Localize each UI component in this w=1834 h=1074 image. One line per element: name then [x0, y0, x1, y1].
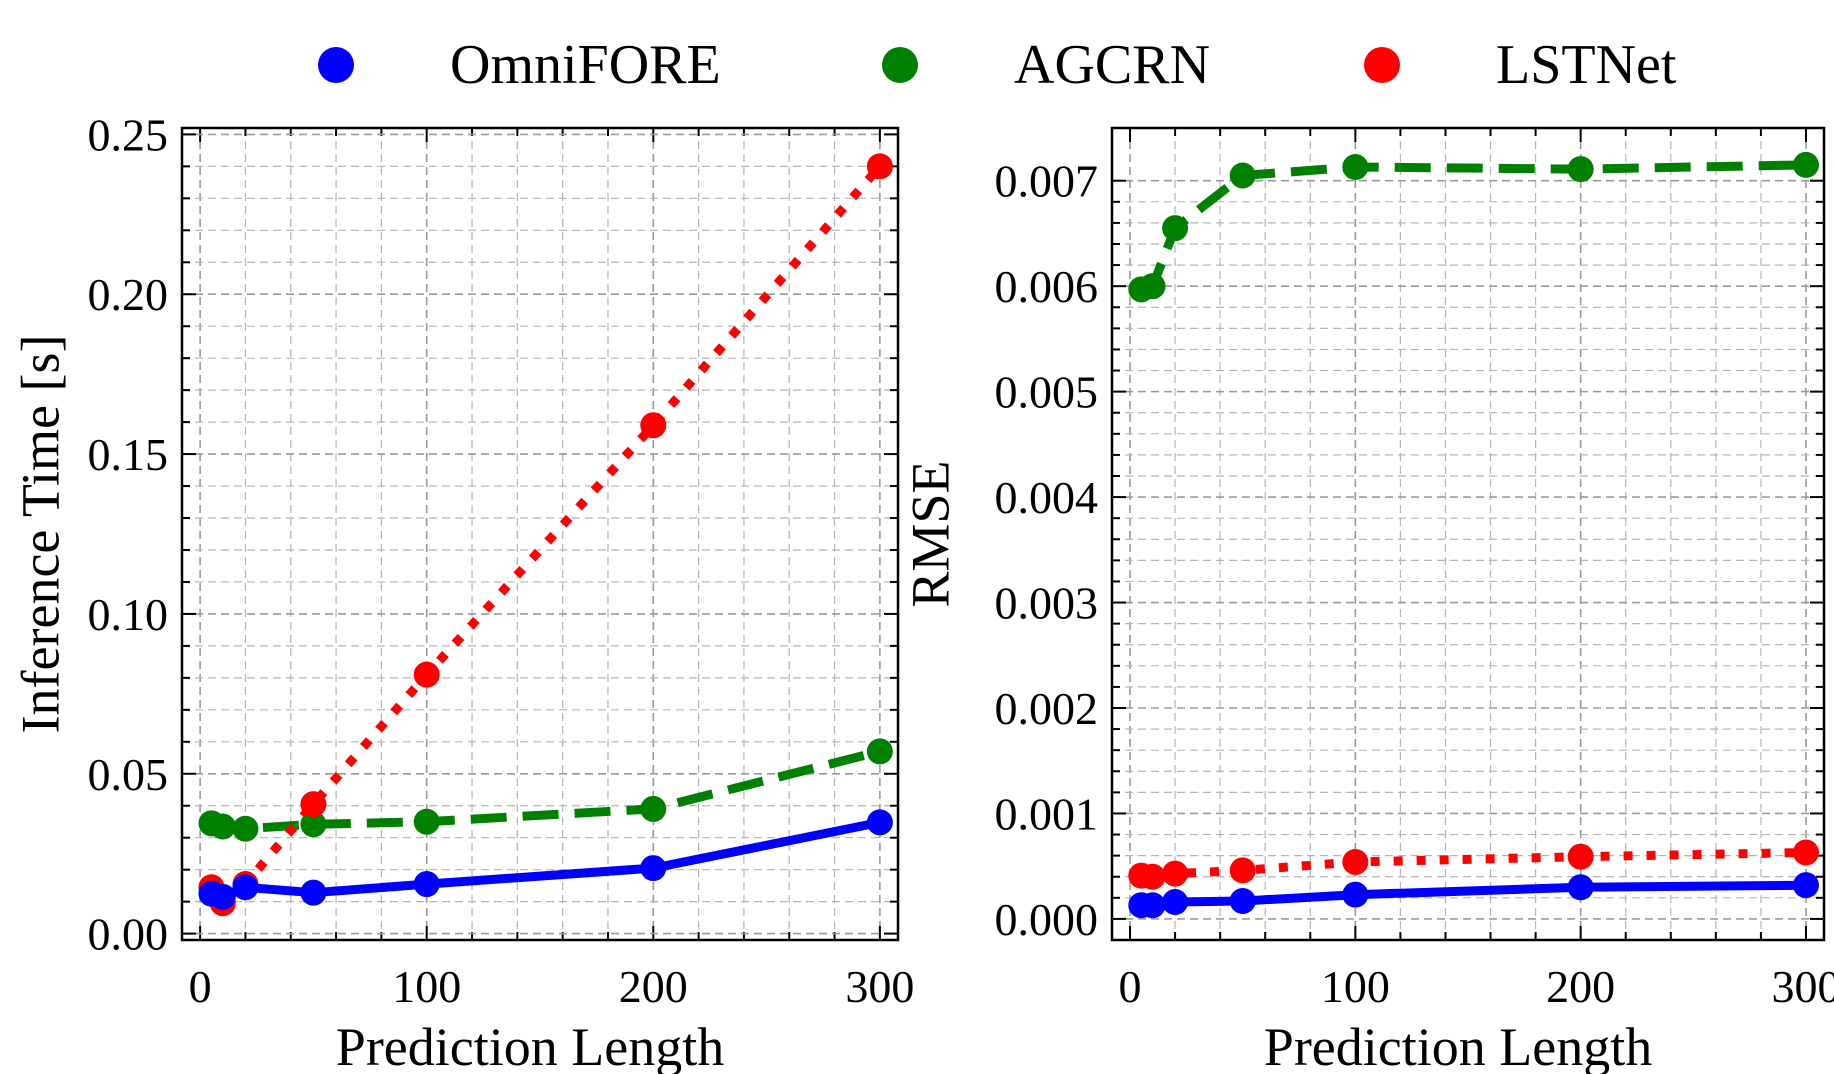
x-tick-label: 100 — [1321, 961, 1390, 1012]
y-tick-label: 0.007 — [995, 156, 1099, 207]
y-tick-label: 0.20 — [88, 269, 169, 320]
time-point-omnifore[interactable] — [232, 874, 259, 901]
rmse-point-lstnet[interactable] — [1139, 863, 1166, 890]
time-point-agcrn[interactable] — [413, 808, 440, 835]
y-axis-label: RMSE — [900, 460, 960, 607]
time-point-lstnet[interactable] — [300, 791, 327, 818]
y-tick-label: 0.003 — [995, 578, 1099, 629]
legend-label-agcrn: AGCRN — [1014, 34, 1211, 96]
x-tick-label: 0 — [189, 961, 212, 1012]
y-tick-label: 0.000 — [995, 894, 1099, 945]
legend-label-lstnet: LSTNet — [1496, 34, 1677, 96]
x-tick-label: 0 — [1119, 961, 1142, 1012]
time-point-agcrn[interactable] — [640, 795, 667, 822]
rmse-point-agcrn[interactable] — [1162, 215, 1189, 242]
rmse-point-agcrn[interactable] — [1229, 162, 1256, 189]
plot-frame — [1110, 126, 1826, 942]
rmse-point-lstnet[interactable] — [1342, 848, 1369, 875]
inference-time-panel: 0 100 200 300 0.00 0.05 0.10 0.15 0.20 0.25 Predic… — [10, 109, 914, 1074]
rmse-point-agcrn[interactable] — [1139, 273, 1166, 300]
time-point-agcrn[interactable] — [209, 813, 236, 840]
time-point-lstnet[interactable] — [640, 412, 667, 439]
rmse-point-agcrn[interactable] — [1567, 156, 1594, 183]
time-point-omnifore[interactable] — [413, 871, 440, 898]
plot-frame — [180, 126, 900, 942]
rmse-point-omnifore[interactable] — [1342, 881, 1369, 908]
y-tick-label: 0.05 — [88, 749, 169, 800]
rmse-point-agcrn[interactable] — [1792, 151, 1819, 178]
rmse-point-omnifore[interactable] — [1567, 874, 1594, 901]
legend-label-omnifore: OmniFORE — [450, 34, 721, 96]
y-tick-label: 0.004 — [995, 472, 1099, 523]
x-tick-label: 300 — [1771, 961, 1834, 1012]
rmse-point-lstnet[interactable] — [1792, 839, 1819, 866]
x-axis-label: Prediction Length — [336, 1017, 724, 1074]
legend: OmniFORE AGCRN LSTNet — [0, 30, 1834, 100]
y-tick-label: 0.10 — [88, 589, 169, 640]
y-tick-label: 0.002 — [995, 683, 1099, 734]
rmse-point-lstnet[interactable] — [1229, 857, 1256, 884]
time-point-agcrn[interactable] — [866, 738, 893, 765]
x-axis-label: Prediction Length — [1264, 1017, 1652, 1074]
y-axis-label: Inference Time [s] — [10, 335, 70, 734]
x-tick-label: 200 — [619, 961, 688, 1012]
time-point-omnifore[interactable] — [866, 809, 893, 836]
time-point-lstnet[interactable] — [413, 661, 440, 688]
rmse-point-lstnet[interactable] — [1567, 843, 1594, 870]
x-tick-label: 300 — [845, 961, 914, 1012]
time-point-lstnet[interactable] — [866, 153, 893, 180]
y-tick-label: 0.005 — [995, 367, 1099, 418]
time-point-omnifore[interactable] — [300, 879, 327, 906]
rmse-point-omnifore[interactable] — [1162, 889, 1189, 916]
rmse-point-agcrn[interactable] — [1342, 154, 1369, 181]
rmse-point-omnifore[interactable] — [1229, 887, 1256, 914]
x-tick-label: 100 — [392, 961, 461, 1012]
x-tick-label: 200 — [1546, 961, 1615, 1012]
y-tick-label: 0.25 — [88, 109, 169, 160]
legend-marker-lstnet — [1364, 47, 1400, 83]
legend-marker-omnifore — [318, 47, 354, 83]
legend-item-lstnet[interactable]: LSTNet — [1364, 30, 1676, 100]
legend-item-agcrn[interactable]: AGCRN — [882, 30, 1210, 100]
time-point-agcrn[interactable] — [300, 811, 327, 838]
time-point-omnifore[interactable] — [640, 855, 667, 882]
rmse-point-omnifore[interactable] — [1139, 892, 1166, 919]
time-point-omnifore[interactable] — [209, 883, 236, 910]
y-tick-label: 0.006 — [995, 261, 1099, 312]
time-point-agcrn[interactable] — [232, 815, 259, 842]
y-tick-label: 0.001 — [995, 788, 1099, 839]
rmse-panel: 0 100 200 300 0.000 0.001 0.002 0.003 0.004 0.005… — [900, 126, 1834, 1074]
y-tick-label: 0.15 — [88, 429, 169, 480]
legend-item-omnifore[interactable]: OmniFORE — [318, 30, 721, 100]
y-tick-label: 0.00 — [88, 909, 169, 960]
rmse-point-omnifore[interactable] — [1792, 872, 1819, 899]
legend-marker-agcrn — [882, 47, 918, 83]
rmse-point-lstnet[interactable] — [1162, 860, 1189, 887]
